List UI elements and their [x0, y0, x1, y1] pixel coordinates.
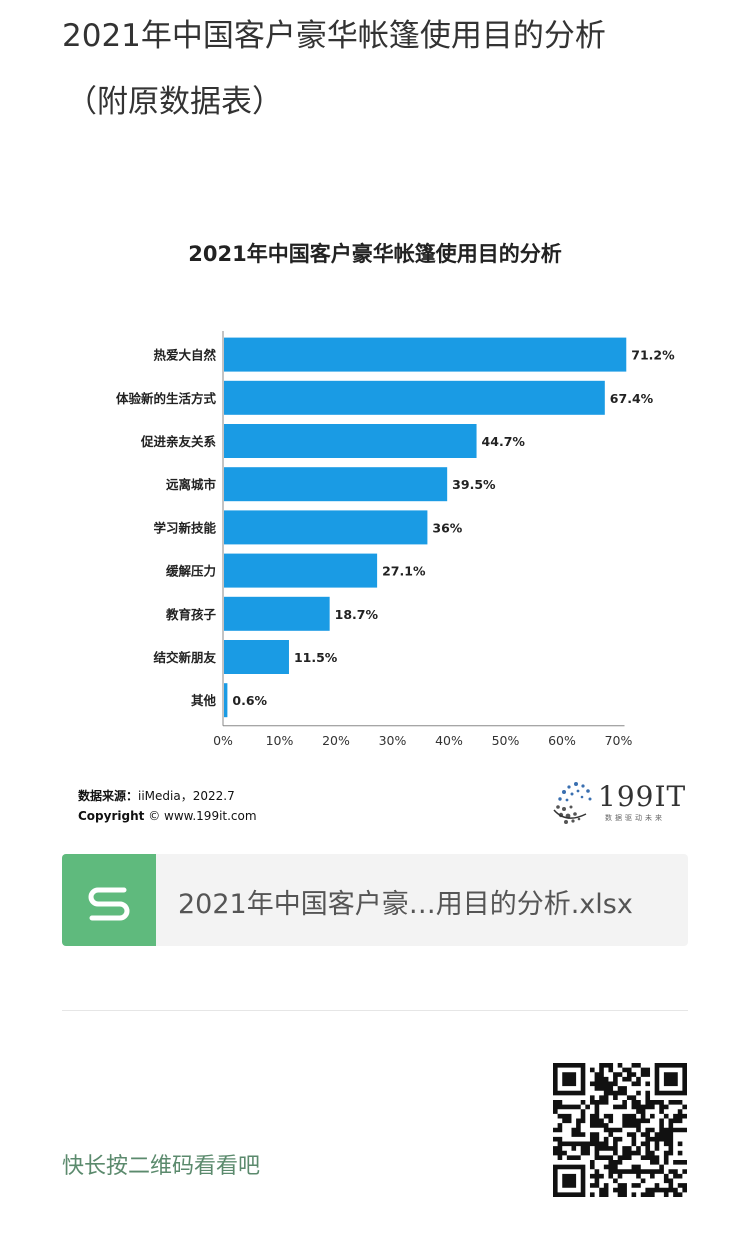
attachment-file-name: 2021年中国客户豪…用目的分析.xlsx: [178, 889, 633, 920]
x-tick-label: 10%: [266, 733, 294, 748]
chart-title: 2021年中国客户豪华帐篷使用目的分析: [188, 242, 562, 266]
category-label: 教育孩子: [165, 607, 217, 622]
data-label: 18.7%: [335, 607, 379, 622]
bar-chart: 热爱大自然 71.2% 体验新的生活方式 67.4% 促进亲友关系 44.7% 远离城市 39…: [116, 331, 675, 748]
data-label: 36%: [432, 520, 462, 535]
data-label: 39.5%: [452, 477, 496, 492]
article-title-line1: 2021年中国客户豪华帐篷使用目的分析: [62, 18, 606, 54]
category-label: 远离城市: [166, 477, 217, 492]
chart-bar: [224, 553, 378, 588]
category-label: 学习新技能: [153, 520, 216, 535]
data-label: 71.2%: [631, 348, 675, 363]
chart-bar: [224, 596, 330, 631]
chart-bar: [224, 467, 448, 502]
199it-logo: 199IT 数据驱动未来: [552, 780, 685, 826]
category-label: 缓解压力: [166, 564, 216, 579]
chart-source: 数据来源：iiMedia，2022.7 Copyright © www.199i…: [78, 786, 257, 826]
source-value: iiMedia，2022.7: [138, 789, 235, 803]
x-tick-label: 20%: [322, 733, 350, 748]
x-tick-label: 30%: [379, 733, 407, 748]
spreadsheet-file-icon: [62, 854, 156, 946]
article-title: 2021年中国客户豪华帐篷使用目的分析 （附原数据表）: [62, 14, 702, 124]
logo-subtext: 数据驱动未来: [605, 814, 665, 822]
x-tick-label: 40%: [435, 733, 463, 748]
data-label: 44.7%: [482, 434, 526, 449]
chart-image: 2021年中国客户豪华帐篷使用目的分析 热爱大自然 71.2% 体验新的生活方式 67…: [62, 210, 688, 835]
data-label: 27.1%: [382, 564, 426, 579]
source-label: 数据来源：: [78, 789, 139, 803]
qr-hint: 快长按二维码看看吧: [62, 1154, 261, 1179]
category-label: 结交新朋友: [153, 650, 216, 665]
x-tick-label: 60%: [548, 733, 576, 748]
article-title-line2: （附原数据表）: [66, 84, 283, 120]
logo-dots-icon: [553, 782, 592, 824]
category-label: 其他: [191, 693, 217, 708]
copyright-label: Copyright: [78, 809, 145, 823]
chart-bar: [224, 640, 289, 674]
chart-bar: [224, 337, 627, 372]
divider: [62, 1010, 688, 1011]
data-label: 11.5%: [294, 650, 338, 665]
x-tick-label: 70%: [605, 733, 633, 748]
chart-bar: [224, 424, 477, 458]
chart-bar: [224, 510, 428, 545]
chart-bar: [224, 380, 605, 415]
attachment-card[interactable]: 2021年中国客户豪…用目的分析.xlsx: [62, 854, 688, 946]
x-tick-label: 50%: [492, 733, 520, 748]
category-label: 热爱大自然: [153, 348, 216, 363]
qr-code[interactable]: [553, 1063, 687, 1197]
chart-bar: [224, 683, 228, 718]
category-label: 体验新的生活方式: [116, 391, 217, 406]
logo-text: 199IT: [598, 780, 687, 813]
copyright-line: Copyright © www.199it.com: [78, 806, 257, 826]
data-label: 67.4%: [610, 391, 654, 406]
copyright-value: © www.199it.com: [148, 809, 257, 823]
category-label: 促进亲友关系: [140, 434, 217, 449]
source-line: 数据来源：iiMedia，2022.7: [78, 786, 257, 806]
x-tick-label: 0%: [213, 733, 233, 748]
data-label: 0.6%: [232, 693, 267, 708]
